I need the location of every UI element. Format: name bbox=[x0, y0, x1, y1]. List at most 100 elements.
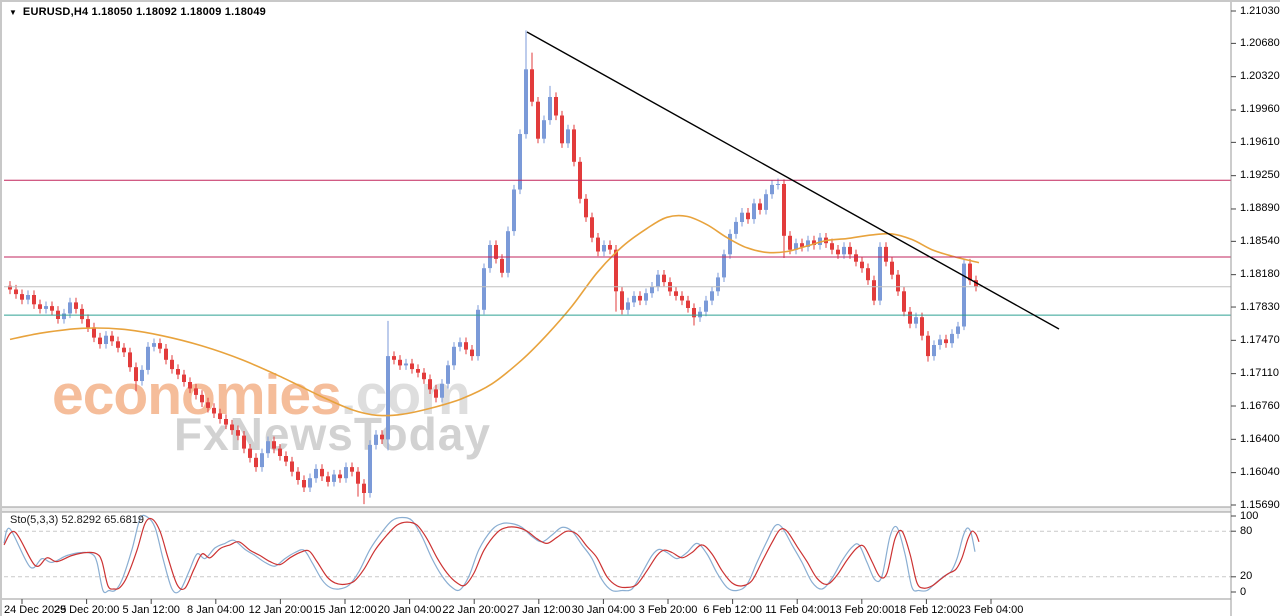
candle-body bbox=[104, 335, 108, 344]
candle-body bbox=[260, 453, 264, 468]
chart-title-bar: ▼ EURUSD,H4 1.18050 1.18092 1.18009 1.18… bbox=[2, 2, 902, 22]
candle-body bbox=[86, 319, 90, 328]
chevron-down-icon[interactable]: ▼ bbox=[9, 7, 17, 17]
candle-body bbox=[584, 198, 588, 218]
candle-body bbox=[272, 441, 276, 449]
candle-body bbox=[290, 461, 294, 472]
stochastic-k-line bbox=[3, 514, 976, 594]
candle-body bbox=[428, 379, 432, 390]
price-tick-label: 1.19960 bbox=[1240, 103, 1280, 116]
time-tick-label: 30 Jan 04:00 bbox=[571, 604, 636, 616]
candle-body bbox=[332, 474, 336, 482]
candle-body bbox=[50, 306, 54, 311]
candle-body bbox=[404, 363, 408, 366]
candle-body bbox=[536, 101, 540, 139]
candle-body bbox=[704, 300, 708, 312]
candle-body bbox=[122, 347, 126, 353]
candle-body bbox=[146, 346, 150, 370]
candle-body bbox=[698, 311, 702, 318]
candle-body bbox=[152, 343, 156, 347]
candle-body bbox=[860, 261, 864, 269]
candle-body bbox=[884, 246, 888, 262]
candle-body bbox=[560, 115, 564, 144]
candle-body bbox=[848, 246, 852, 255]
time-tick-label: 27 Jan 12:00 bbox=[506, 604, 571, 616]
candle-body bbox=[80, 308, 84, 320]
candle-body bbox=[116, 341, 120, 348]
candle-body bbox=[752, 203, 756, 220]
candle-body bbox=[770, 184, 774, 195]
time-tick-label: 6 Feb 12:00 bbox=[703, 604, 762, 616]
candle-body bbox=[926, 335, 930, 357]
candle-body bbox=[206, 402, 210, 408]
candle-body bbox=[968, 263, 972, 281]
watermark-line2: FxNewsToday bbox=[174, 408, 491, 460]
candle-body bbox=[38, 304, 42, 309]
candle-body bbox=[500, 258, 504, 273]
candle-body bbox=[110, 335, 114, 342]
candle-body bbox=[368, 444, 372, 493]
time-axis[interactable]: 24 Dec 2025 29 Dec 20:00 5 Jan 12:00 8 Jan … bbox=[2, 600, 1231, 616]
candle-body bbox=[128, 352, 132, 368]
time-tick-label: 29 Dec 20:00 bbox=[53, 604, 120, 616]
candle-body bbox=[710, 291, 714, 301]
candle-body bbox=[650, 286, 654, 294]
time-tick-label: 23 Feb 04:00 bbox=[958, 604, 1024, 616]
candle-body bbox=[386, 356, 390, 440]
watermark-brand-text: economies bbox=[52, 363, 342, 427]
candle-body bbox=[236, 430, 240, 436]
candle-body bbox=[218, 413, 222, 419]
candle-body bbox=[920, 317, 924, 336]
candle-body bbox=[440, 383, 444, 398]
candle-body bbox=[338, 474, 342, 479]
candle-body bbox=[446, 365, 450, 384]
panel-separator[interactable] bbox=[2, 507, 1231, 513]
candle-body bbox=[194, 388, 198, 395]
price-axis[interactable]: 1.21030 1.20680 1.20320 1.19960 1.19610 1.192… bbox=[1231, 2, 1280, 616]
price-tick-label: 1.18180 bbox=[1240, 268, 1280, 281]
candle-body bbox=[608, 245, 612, 250]
moving-average-line[interactable] bbox=[9, 214, 980, 417]
candle-body bbox=[854, 254, 858, 262]
price-tick-label: 1.17470 bbox=[1240, 333, 1280, 346]
candle-body bbox=[278, 448, 282, 456]
candle-body bbox=[380, 434, 384, 440]
candle-body bbox=[734, 221, 738, 234]
price-tick-label: 1.20680 bbox=[1240, 36, 1280, 49]
candle-body bbox=[932, 345, 936, 357]
candle-body bbox=[590, 217, 594, 238]
price-tick-label: 1.16400 bbox=[1240, 432, 1280, 445]
price-tick-label: 1.18890 bbox=[1240, 202, 1280, 215]
candle-body bbox=[176, 369, 180, 375]
time-tick-label: 11 Feb 04:00 bbox=[765, 604, 830, 616]
candle-body bbox=[956, 326, 960, 334]
candle-body bbox=[878, 246, 882, 301]
time-tick-label: 8 Jan 04:00 bbox=[187, 604, 245, 616]
candle-body bbox=[542, 120, 546, 139]
candle-body bbox=[842, 246, 846, 255]
descending-trendline[interactable] bbox=[526, 31, 1060, 330]
candle-body bbox=[308, 478, 312, 488]
candle-body bbox=[950, 333, 954, 344]
price-tick-label: 1.19250 bbox=[1240, 169, 1280, 182]
candle-body bbox=[674, 291, 678, 296]
candle-body bbox=[416, 369, 420, 373]
candle-body bbox=[692, 308, 696, 318]
candle-body bbox=[596, 237, 600, 252]
stochastic-d-line bbox=[3, 517, 980, 591]
candle-body bbox=[92, 327, 96, 338]
time-tick-label: 22 Jan 20:00 bbox=[442, 604, 506, 616]
candle-body bbox=[944, 339, 948, 344]
candle-body bbox=[482, 268, 486, 310]
candle-body bbox=[656, 274, 660, 287]
candle-body bbox=[836, 249, 840, 255]
candle-body bbox=[830, 243, 834, 250]
price-tick-label: 1.19610 bbox=[1240, 135, 1280, 148]
candle-body bbox=[356, 471, 360, 484]
candle-body bbox=[164, 348, 168, 360]
candle-body bbox=[296, 471, 300, 480]
candle-body bbox=[776, 184, 780, 185]
candle-body bbox=[512, 189, 516, 232]
candle-body bbox=[44, 306, 48, 309]
